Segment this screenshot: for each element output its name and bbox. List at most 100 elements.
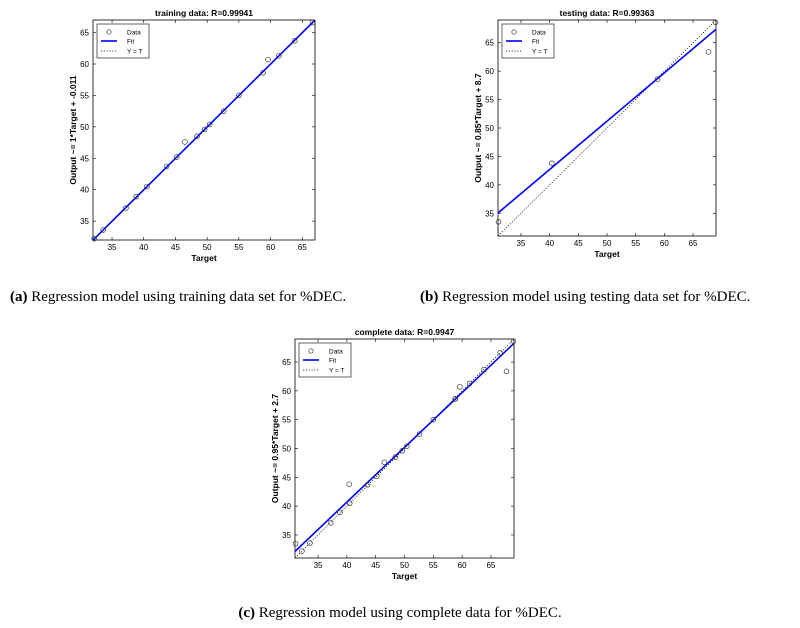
- data-point: [416, 431, 423, 437]
- caption-a: (a) Regression model using training data…: [10, 289, 346, 306]
- legend-marker-data: [308, 348, 314, 354]
- caption-c-text: Regression model using complete data for…: [258, 605, 562, 621]
- y-tick-label: 55: [282, 416, 291, 425]
- data-point: [404, 443, 410, 449]
- data-point: [327, 520, 334, 526]
- identity-line: [498, 20, 716, 236]
- y-axis-label: Output ~= 1*Target + -0.011: [68, 75, 78, 184]
- legend-entry: Data: [127, 30, 141, 37]
- legend-entry: Y = T: [127, 49, 143, 56]
- data-point: [346, 481, 352, 487]
- data-point: [364, 482, 371, 488]
- x-tick-label: 40: [545, 239, 554, 248]
- y-tick-label: 50: [282, 445, 291, 454]
- x-tick-label: 55: [631, 239, 640, 248]
- data-point: [712, 19, 719, 26]
- legend-entry: Fit: [127, 39, 134, 46]
- data-point: [430, 416, 437, 423]
- data-point: [206, 121, 213, 128]
- y-tick-label: 35: [485, 209, 494, 218]
- caption-a-text: Regression model using training data set…: [31, 289, 347, 305]
- x-tick-label: 55: [234, 243, 243, 252]
- caption-a-label: (a): [10, 289, 28, 305]
- data-point: [495, 219, 502, 225]
- data-point: [705, 49, 712, 55]
- y-tick-label: 45: [80, 154, 89, 163]
- x-tick-label: 65: [486, 561, 495, 570]
- data-point: [163, 163, 170, 170]
- data-point: [503, 368, 510, 375]
- identity-line: [295, 339, 514, 558]
- y-tick-label: 40: [80, 186, 89, 195]
- legend-entry: Data: [532, 30, 546, 37]
- y-axis-label: Output ~= 0.95*Target + 2.7: [270, 394, 280, 503]
- y-tick-label: 65: [80, 29, 89, 38]
- y-tick-label: 60: [80, 60, 89, 69]
- y-tick-label: 35: [80, 217, 89, 226]
- y-tick-label: 50: [485, 124, 494, 133]
- y-tick-label: 60: [485, 67, 494, 76]
- y-tick-label: 45: [282, 473, 291, 482]
- x-tick-label: 40: [342, 561, 351, 570]
- chart-title: complete data: R=0.9947: [355, 327, 455, 337]
- y-tick-label: 40: [282, 502, 291, 511]
- x-tick-label: 60: [266, 243, 275, 252]
- caption-b: (b) Regression model using testing data …: [420, 289, 750, 306]
- data-point: [497, 350, 503, 356]
- y-axis-label: Output ~= 0.85*Target + 8.7: [473, 73, 483, 182]
- chart-panel-b: testing data: R=0.99363 35 40 45 50 55 60 65 35 4…: [400, 0, 800, 270]
- x-axis-label: Target: [594, 249, 620, 259]
- legend-entry: Y = T: [329, 368, 345, 375]
- data-point: [182, 139, 188, 145]
- chart-b: testing data: R=0.99363 35 40 45 50 55 60 65 35 4…: [473, 8, 719, 259]
- x-tick-label: 60: [660, 239, 669, 248]
- caption-b-text: Regression model using testing data set …: [442, 289, 751, 305]
- legend-entry: Data: [329, 349, 343, 356]
- data-point: [549, 160, 555, 166]
- x-tick-label: 45: [371, 561, 380, 570]
- y-tick-label: 35: [282, 531, 291, 540]
- chart-a: training data: R=0.99941 35 40 45 50 55 60 65 35…: [68, 8, 316, 263]
- data-point: [481, 366, 487, 373]
- data-point: [276, 53, 282, 59]
- chart-c: complete data: R=0.9947 35 40 45 50 55 60 65 35 4…: [270, 327, 517, 581]
- y-tick-label: 40: [485, 181, 494, 190]
- fit-line: [498, 28, 716, 214]
- data-point: [654, 76, 661, 82]
- x-tick-label: 50: [603, 239, 612, 248]
- data-point: [510, 338, 517, 345]
- data-point: [123, 205, 129, 211]
- y-tick-label: 55: [80, 91, 89, 100]
- x-tick-label: 45: [574, 239, 583, 248]
- x-tick-label: 45: [171, 243, 180, 252]
- legend-marker-data: [106, 29, 112, 35]
- y-tick-label: 60: [282, 387, 291, 396]
- data-point: [457, 384, 463, 390]
- x-tick-label: 50: [203, 243, 212, 252]
- x-tick-label: 35: [314, 561, 323, 570]
- x-tick-label: 60: [458, 561, 467, 570]
- y-tick-label: 50: [80, 123, 89, 132]
- data-point: [399, 448, 405, 454]
- caption-c: (c) Regression model using complete data…: [0, 605, 800, 622]
- x-tick-label: 35: [516, 239, 525, 248]
- data-point: [299, 548, 305, 554]
- x-tick-label: 65: [298, 243, 307, 252]
- chart-title: testing data: R=0.99363: [560, 8, 655, 18]
- y-tick-label: 65: [282, 358, 291, 367]
- data-point: [220, 108, 227, 114]
- data-point: [337, 509, 343, 516]
- data-point: [144, 183, 150, 190]
- chart-panel-a: training data: R=0.99941 35 40 45 50 55 60 65 35…: [0, 0, 400, 270]
- y-tick-label: 55: [485, 96, 494, 105]
- data-point: [265, 56, 271, 63]
- caption-b-label: (b): [420, 289, 439, 305]
- data-point: [307, 540, 313, 546]
- data-point: [201, 126, 208, 133]
- x-tick-label: 50: [400, 561, 409, 570]
- y-tick-label: 65: [485, 39, 494, 48]
- data-point: [452, 396, 458, 402]
- data-point: [466, 380, 473, 387]
- data-point: [260, 70, 266, 76]
- data-point: [133, 193, 139, 200]
